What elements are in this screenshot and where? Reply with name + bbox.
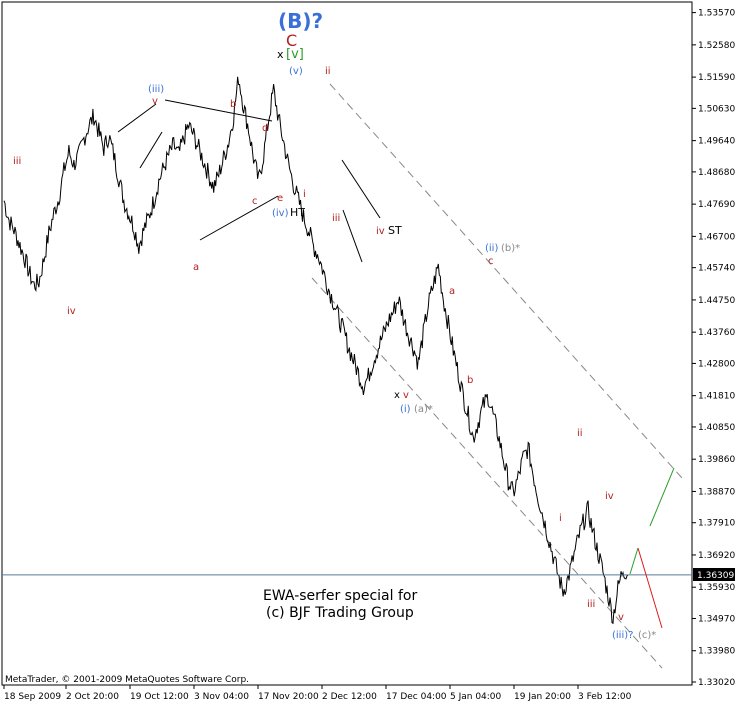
y-tick-label: 1.44750 xyxy=(698,296,735,306)
label-v-small: v xyxy=(152,96,158,107)
y-tick-label: 1.40850 xyxy=(698,423,735,433)
y-tick-label: 1.42800 xyxy=(698,359,735,369)
label-v-bracket: [v] xyxy=(286,47,304,62)
label-c-right: c xyxy=(488,256,494,267)
current-price-label: 1.36309 xyxy=(697,571,734,581)
wedge-line-3 xyxy=(341,159,381,219)
label-i-paren: (i) xyxy=(400,404,411,415)
label-iii-left: iii xyxy=(13,156,21,167)
label-iii-question: (iii)? xyxy=(612,630,633,641)
y-tick-label: 1.45740 xyxy=(698,264,735,274)
y-tick-label: 1.34970 xyxy=(698,614,735,624)
forecast-up-line xyxy=(629,547,639,575)
label-i-right: i xyxy=(559,513,562,524)
label-ST: ST xyxy=(388,224,402,237)
y-axis-ticks: 1.53570 1.52580 1.51590 1.50630 1.49640 1.486… xyxy=(692,9,735,688)
label-v-right: v xyxy=(618,612,624,623)
wedge-line-4 xyxy=(342,209,363,263)
x-tick-label: 2 Dec 12:00 xyxy=(322,692,377,702)
x-tick-label: 17 Dec 04:00 xyxy=(386,692,447,702)
channel-lower-line xyxy=(311,277,663,669)
x-tick-label: 5 Jan 04:00 xyxy=(450,692,502,702)
label-a-right: a xyxy=(449,286,455,297)
wedge-line-1 xyxy=(117,103,157,133)
y-tick-label: 1.53570 xyxy=(698,9,735,19)
label-iv-paren: (iv) xyxy=(272,208,289,219)
y-tick-label: 1.33980 xyxy=(698,647,735,657)
label-c-mid: c xyxy=(252,196,258,207)
label-B: (B)? xyxy=(278,9,323,33)
label-ii-paren: (ii) xyxy=(485,243,498,254)
y-tick-label: 1.33020 xyxy=(698,678,735,688)
label-HT: HT xyxy=(290,206,305,219)
wedge-line-2 xyxy=(139,131,163,169)
label-iv-mid: iv xyxy=(376,226,385,237)
label-x-top: x xyxy=(277,48,284,61)
x-tick-label: 19 Jan 20:00 xyxy=(514,692,571,702)
label-b-top: b xyxy=(230,99,236,110)
label-x-mid: x xyxy=(394,390,400,401)
current-price-box xyxy=(693,568,735,581)
y-tick-label: 1.48680 xyxy=(698,168,735,178)
y-tick-label: 1.37910 xyxy=(698,519,735,529)
y-tick-label: 1.50630 xyxy=(698,104,735,114)
label-iv-right: iv xyxy=(605,491,614,502)
price-series-line xyxy=(3,76,629,625)
label-iii-right: iii xyxy=(587,599,595,610)
label-i-mid: i xyxy=(303,189,306,200)
x-tick-label: 3 Nov 04:00 xyxy=(194,692,249,702)
y-tick-label: 1.43760 xyxy=(698,328,735,338)
y-tick-label: 1.38870 xyxy=(698,487,735,497)
x-axis-ticks: 18 Sep 2009 2 Oct 20:00 19 Oct 12:00 3 Nov … xyxy=(3,685,632,702)
label-ii-top: ii xyxy=(325,66,331,77)
y-tick-label: 1.39860 xyxy=(698,455,735,465)
y-tick-label: 1.46700 xyxy=(698,232,735,242)
label-iii-paren: (iii) xyxy=(148,84,164,95)
label-iv-left: iv xyxy=(67,306,76,317)
label-e: e xyxy=(277,193,283,204)
x-tick-label: 3 Feb 12:00 xyxy=(578,692,632,702)
subtitle-line-2: (c) BJF Trading Group xyxy=(266,605,414,621)
triangle-top-line xyxy=(164,99,273,122)
label-a-left: a xyxy=(193,262,199,273)
label-v-paren: (v) xyxy=(289,66,303,77)
copyright-text: MetaTrader, © 2001-2009 MetaQuotes Softw… xyxy=(5,675,249,685)
label-b-star: (b)* xyxy=(501,243,520,254)
forecast-up-line-2 xyxy=(649,467,675,527)
label-b-right: b xyxy=(467,375,473,386)
y-tick-label: 1.52580 xyxy=(698,41,735,51)
y-tick-label: 1.47690 xyxy=(698,200,735,210)
x-tick-label: 17 Nov 20:00 xyxy=(258,692,319,702)
y-tick-label: 1.41810 xyxy=(698,392,735,402)
y-tick-label: 1.35930 xyxy=(698,583,735,593)
channel-upper-line xyxy=(329,83,683,479)
label-C: C xyxy=(286,31,297,50)
label-v-mid: v xyxy=(403,390,409,401)
y-tick-label: 1.49640 xyxy=(698,137,735,147)
x-tick-label: 2 Oct 20:00 xyxy=(66,692,119,702)
subtitle-line-1: EWA-serfer special for xyxy=(263,588,417,604)
x-tick-label: 18 Sep 2009 xyxy=(4,692,61,702)
x-tick-label: 19 Oct 12:00 xyxy=(130,692,189,702)
label-c-star: (c)* xyxy=(638,630,656,641)
triangle-bottom-line xyxy=(199,195,279,241)
forecast-down-line xyxy=(637,547,663,629)
label-iii-mid: iii xyxy=(332,213,340,224)
label-a-star: (a)* xyxy=(414,404,433,415)
label-d: d xyxy=(262,123,268,134)
y-tick-label: 1.36920 xyxy=(698,551,735,561)
plot-frame xyxy=(1,1,693,686)
label-ii-right: ii xyxy=(577,428,583,439)
y-tick-label: 1.51590 xyxy=(698,73,735,83)
